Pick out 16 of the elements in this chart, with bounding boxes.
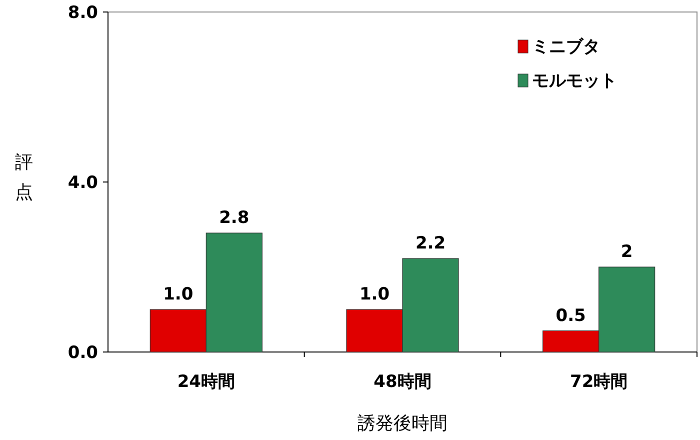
y-tick-label: 4.0	[68, 173, 98, 193]
y-tick-label: 0.0	[68, 343, 98, 363]
data-label: 0.5	[556, 306, 586, 326]
x-tick-label: 48時間	[374, 372, 432, 392]
data-label: 2	[620, 242, 633, 262]
legend-label: ミニブタ	[532, 37, 600, 57]
x-tick-label: 72時間	[570, 372, 628, 392]
data-label: 1.0	[359, 284, 390, 304]
y-tick-label: 8.0	[68, 3, 98, 23]
data-label: 2.8	[219, 208, 250, 228]
x-axis-title: 誘発後時間	[358, 413, 448, 434]
data-label: 2.2	[415, 234, 446, 254]
x-tick-label: 24時間	[177, 372, 236, 392]
legend-label: モルモット	[532, 71, 617, 91]
data-label: 1.0	[163, 284, 194, 304]
y-axis-title: 評点	[15, 152, 33, 203]
